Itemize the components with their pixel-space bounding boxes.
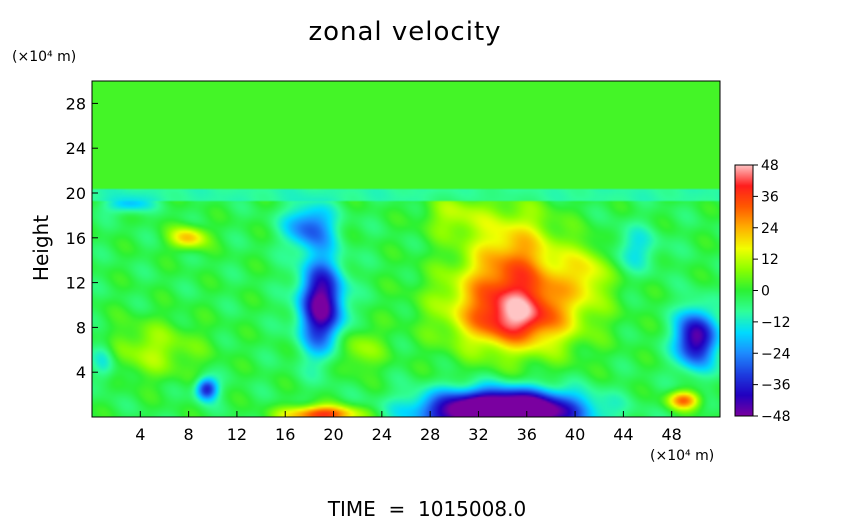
colorbar-gradient — [735, 165, 753, 416]
colorbar-tick-label: 36 — [761, 189, 779, 205]
x-tick-label: 28 — [420, 425, 440, 444]
colorbar-tick-label: 0 — [761, 284, 770, 300]
x-tick-label: 20 — [323, 425, 343, 444]
x-tick-label: 48 — [662, 425, 682, 444]
colorbar-ticks: 48 36 24 12 0 −12 −24 −36 −48 — [753, 158, 791, 425]
colorbar-tick-label: 24 — [761, 221, 779, 237]
colorbar: 48 36 24 12 0 −12 −24 −36 −48 — [734, 158, 791, 425]
x-tick-label: 44 — [613, 425, 633, 444]
colorbar-tick-label: −48 — [761, 409, 791, 425]
y-tick-label: 28 — [66, 94, 86, 113]
y-tick-label: 16 — [66, 229, 86, 248]
y-unit-label: (×10⁴ m) — [12, 49, 76, 65]
x-tick-label: 40 — [565, 425, 585, 444]
x-tick-label: 32 — [468, 425, 488, 444]
colorbar-tick-label: −36 — [761, 378, 791, 394]
plot-frame — [91, 80, 721, 418]
x-tick-label: 4 — [135, 425, 145, 444]
x-tick-label: 8 — [184, 425, 194, 444]
colorbar-tick-label: 48 — [761, 158, 779, 174]
x-tick-label: 12 — [227, 425, 247, 444]
heatmap-field — [92, 81, 720, 417]
y-axis-label: Height — [29, 215, 53, 281]
x-tick-label: 36 — [517, 425, 537, 444]
y-tick-label: 20 — [66, 184, 86, 203]
y-tick-label: 12 — [66, 274, 86, 293]
y-tick-label: 8 — [76, 318, 86, 337]
time-footer: TIME = 1015008.0 — [327, 497, 526, 519]
y-tick-label: 4 — [76, 363, 86, 382]
plot-area — [91, 80, 721, 418]
x-tick-label: 24 — [372, 425, 392, 444]
colorbar-tick-label: 12 — [761, 252, 779, 268]
colorbar-tick-label: −12 — [761, 315, 791, 331]
x-axis-ticks: 4 8 12 16 20 24 28 32 36 40 44 48 — [135, 411, 682, 444]
y-tick-label: 24 — [66, 139, 86, 158]
y-axis-ticks: 4 8 12 16 20 24 28 — [66, 94, 98, 382]
chart-title: zonal velocity — [308, 17, 501, 47]
x-tick-label: 16 — [275, 425, 295, 444]
colorbar-tick-label: −24 — [761, 346, 791, 362]
x-unit-label: (×10⁴ m) — [650, 448, 714, 464]
